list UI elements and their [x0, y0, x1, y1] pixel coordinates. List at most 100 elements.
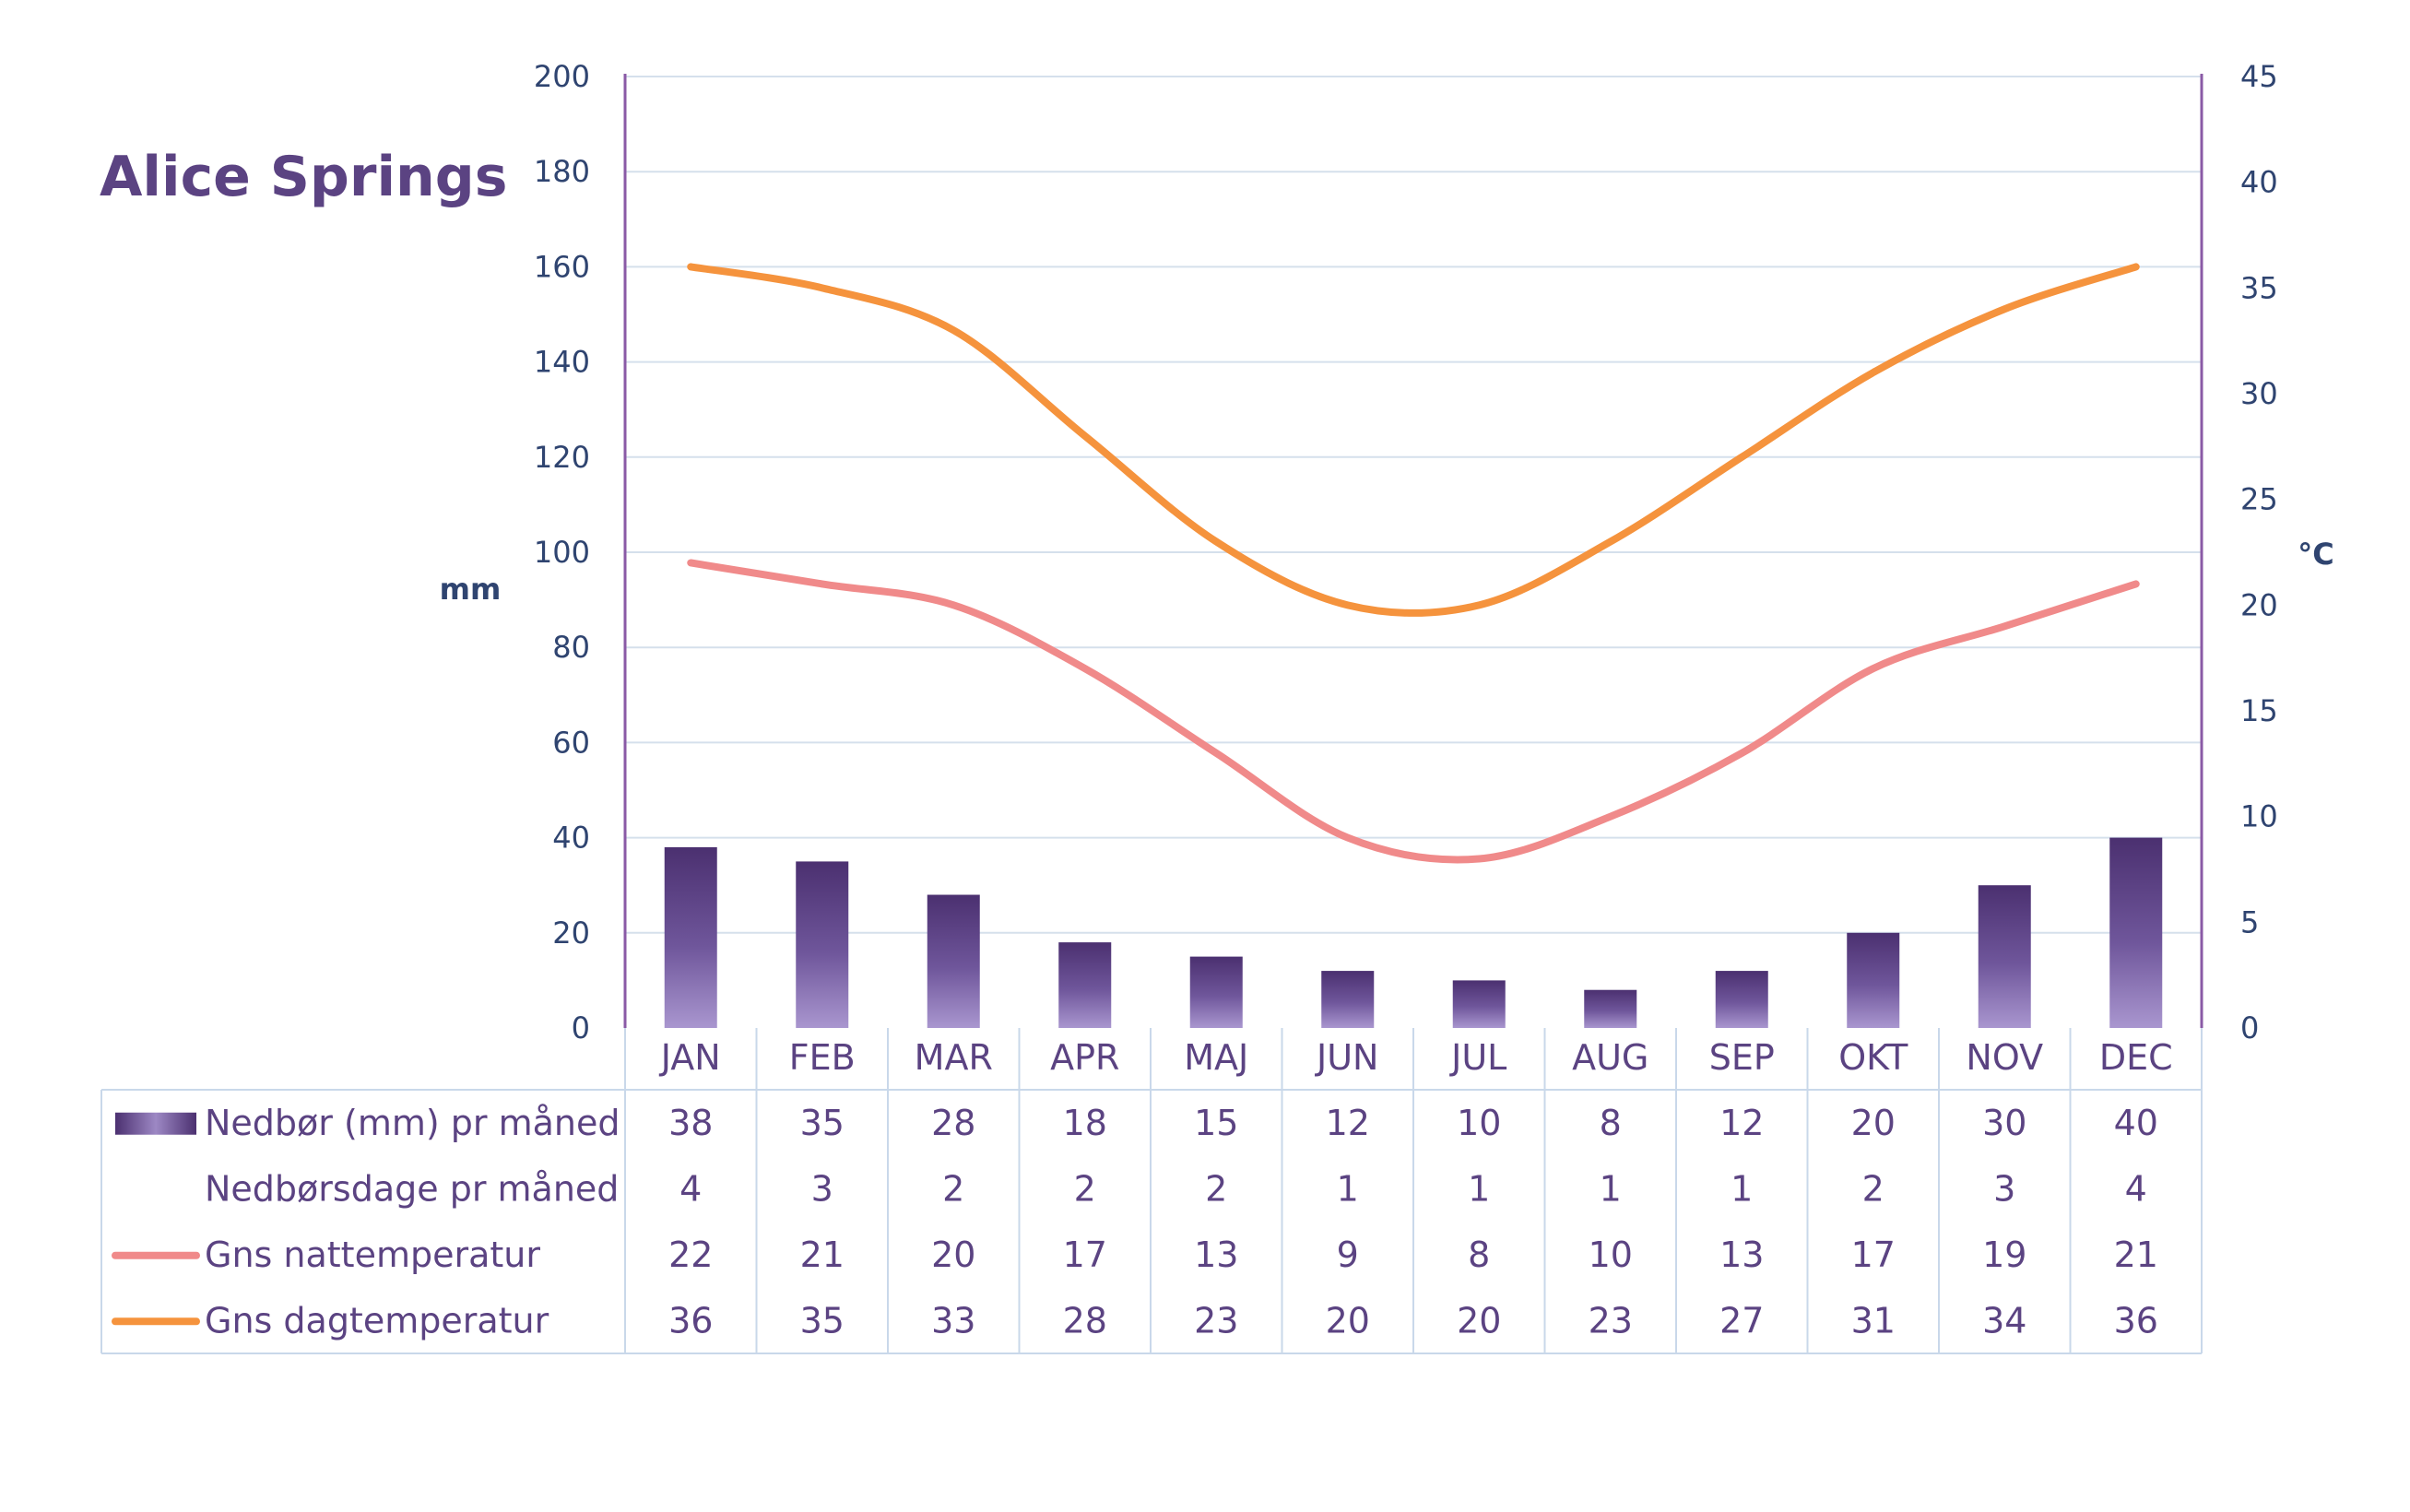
row-label: Gns dagtemperatur [205, 1300, 549, 1341]
right-tick-label: 40 [2240, 165, 2278, 200]
table-cell: 4 [679, 1168, 702, 1209]
table-cell: 35 [800, 1300, 845, 1341]
temperature-lines [687, 263, 2140, 864]
table-cell: 12 [1326, 1103, 1370, 1143]
precipitation-bar [1058, 942, 1112, 1028]
data-table: JAN FEB MAR APR MAJ JUN JUL AUG SEP OKT NOV DEC Nedb… [100, 1028, 2203, 1354]
right-tick-label: 15 [2240, 693, 2278, 728]
precipitation-bar [1321, 971, 1375, 1028]
table-cell: 3 [811, 1168, 833, 1209]
precipitation-bar [2109, 837, 2163, 1028]
table-cell: 2 [1074, 1168, 1096, 1209]
precipitation-bar [927, 894, 980, 1028]
grid-lines [625, 76, 2202, 934]
table-cell: 15 [1194, 1103, 1238, 1143]
month-label: MAJ [1184, 1037, 1248, 1078]
precipitation-bar [664, 846, 717, 1028]
precipitation-bar [1978, 885, 2031, 1028]
left-tick-label: 160 [534, 249, 590, 284]
table-cell: 10 [1457, 1103, 1501, 1143]
legend-bar-swatch [115, 1112, 196, 1135]
table-cell: 23 [1194, 1300, 1238, 1341]
month-label: JAN [659, 1037, 721, 1078]
month-label: MAR [915, 1037, 993, 1078]
precipitation-bar [1189, 956, 1243, 1028]
precipitation-bar [1584, 989, 1637, 1028]
left-tick-label: 200 [534, 59, 590, 94]
right-tick-label: 20 [2240, 587, 2278, 622]
table-cell: 28 [1063, 1300, 1107, 1341]
precipitation-bars [664, 837, 2163, 1028]
table-cell: 33 [931, 1300, 975, 1341]
table-cell: 28 [931, 1103, 975, 1143]
table-cell: 36 [668, 1300, 713, 1341]
table-cell: 34 [1982, 1300, 2026, 1341]
left-tick-label: 100 [534, 535, 590, 570]
left-tick-label: 20 [552, 915, 590, 951]
right-tick-label: 25 [2240, 482, 2278, 517]
table-cell: 1 [1731, 1168, 1753, 1209]
table-cell: 4 [2125, 1168, 2147, 1209]
month-label: OKT [1838, 1037, 1908, 1078]
table-cell: 17 [1063, 1234, 1107, 1275]
right-tick-label: 30 [2240, 376, 2278, 411]
table-cell: 20 [1326, 1300, 1370, 1341]
precipitation-bar [1847, 932, 1900, 1028]
month-label: AUG [1572, 1037, 1648, 1078]
table-cell: 8 [1600, 1103, 1622, 1143]
table-cell: 1 [1337, 1168, 1359, 1209]
left-tick-label: 60 [552, 725, 590, 760]
table-cell: 21 [2114, 1234, 2158, 1275]
precipitation-bar [1715, 971, 1768, 1028]
table-cell: 2 [942, 1168, 964, 1209]
right-tick-label: 10 [2240, 799, 2278, 834]
table-cell: 31 [1851, 1300, 1896, 1341]
table-cell: 21 [800, 1234, 845, 1275]
month-label: JUL [1449, 1037, 1506, 1078]
table-cell: 18 [1063, 1103, 1107, 1143]
table-cell: 2 [1205, 1168, 1227, 1209]
table-cell: 19 [1982, 1234, 2026, 1275]
month-label: APR [1050, 1037, 1119, 1078]
month-label: JUN [1315, 1037, 1378, 1078]
table-cell: 38 [668, 1103, 713, 1143]
row-label: Nedbørsdage pr måned [205, 1168, 619, 1209]
table-cell: 3 [1993, 1168, 2015, 1209]
right-tick-label: 45 [2240, 59, 2278, 94]
table-cell: 9 [1337, 1234, 1359, 1275]
table-cell: 20 [931, 1234, 975, 1275]
right-axis-label: °C [2298, 537, 2333, 572]
month-label: SEP [1709, 1037, 1775, 1078]
table-cell: 13 [1194, 1234, 1238, 1275]
table-cell: 17 [1851, 1234, 1896, 1275]
table-cell: 1 [1468, 1168, 1490, 1209]
left-axis-label: mm [440, 572, 502, 607]
table-cell: 12 [1719, 1103, 1764, 1143]
table-cell: 22 [668, 1234, 713, 1275]
left-tick-label: 140 [534, 345, 590, 380]
left-tick-label: 120 [534, 440, 590, 475]
table-cell: 10 [1589, 1234, 1633, 1275]
right-tick-label: 35 [2240, 270, 2278, 305]
row-label: Gns nattemperatur [205, 1234, 540, 1275]
row-label: Nedbør (mm) pr måned [205, 1103, 620, 1143]
table-cell: 40 [2114, 1103, 2158, 1143]
day-temperature-line [687, 263, 2140, 617]
left-tick-label: 80 [552, 630, 590, 665]
table-cell: 20 [1457, 1300, 1501, 1341]
axes: 0 20 40 60 80 100 120 140 160 180 200 0 5 10 15 20 25 30 3… [440, 59, 2334, 1045]
month-label: FEB [789, 1037, 856, 1078]
right-tick-label: 5 [2240, 904, 2259, 939]
table-cell: 36 [2114, 1300, 2158, 1341]
left-tick-label: 180 [534, 154, 590, 189]
month-label: NOV [1966, 1037, 2043, 1078]
precipitation-bar [796, 861, 849, 1028]
night-temperature-line [687, 559, 2140, 864]
table-cell: 27 [1719, 1300, 1764, 1341]
right-tick-label: 0 [2240, 1010, 2259, 1045]
left-tick-label: 0 [572, 1010, 590, 1045]
left-tick-label: 40 [552, 821, 590, 856]
precipitation-bar [1452, 980, 1506, 1028]
table-cell: 35 [800, 1103, 845, 1143]
